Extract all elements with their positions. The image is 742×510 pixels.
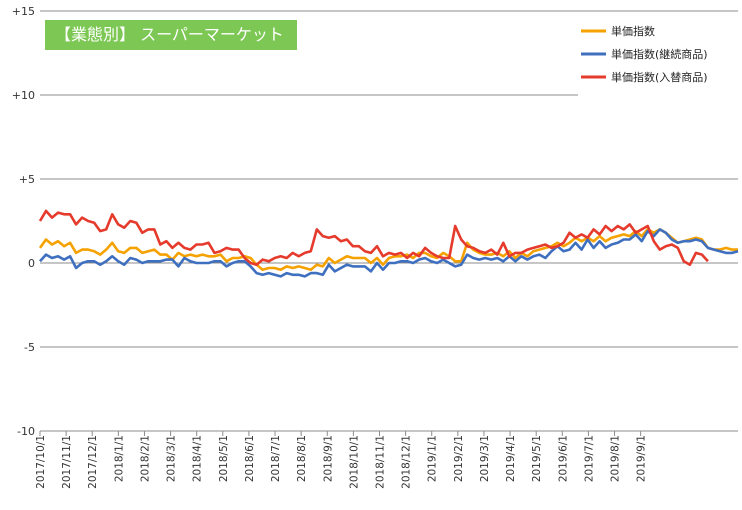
x-tick-label: 2019/1/1 [427, 435, 439, 482]
x-tick-label: 2018/7/1 [270, 435, 282, 482]
x-tick-label: 2018/4/1 [192, 435, 204, 482]
x-tick-label: 2019/2/1 [453, 435, 465, 482]
x-tick-label: 2018/1/1 [113, 435, 125, 482]
x-tick-label: 2019/8/1 [610, 435, 622, 482]
x-tick-label: 2017/11/1 [61, 435, 73, 489]
x-tick-label: 2018/8/1 [296, 435, 308, 482]
x-tick-label: 2019/6/1 [557, 435, 569, 482]
x-tick-label: 2018/11/1 [374, 435, 386, 489]
legend-label: 単価指数(継続商品) [611, 47, 708, 61]
x-tick-label: 2018/9/1 [322, 435, 334, 482]
x-tick-label: 2018/12/1 [401, 435, 413, 489]
y-tick-label: +5 [19, 173, 35, 186]
series-line-0 [38, 228, 738, 272]
legend-label: 単価指数 [611, 24, 655, 38]
y-tick-label: +10 [12, 89, 35, 102]
y-tick-label: -10 [17, 425, 35, 438]
y-tick-label: -5 [24, 341, 35, 354]
chart-title: 【業態別】 スーパーマーケット [45, 20, 297, 50]
legend-label: 単価指数(入替商品) [611, 70, 708, 84]
x-tick-label: 2019/3/1 [479, 435, 491, 482]
x-tick-label: 2018/3/1 [166, 435, 178, 482]
x-tick-label: 2018/6/1 [244, 435, 256, 482]
x-tick-label: 2019/9/1 [636, 435, 648, 482]
y-tick-label: +15 [12, 5, 35, 18]
x-tick-label: 2019/4/1 [505, 435, 517, 482]
x-tick-label: 2018/5/1 [218, 435, 230, 482]
x-tick-label: 2018/10/1 [348, 435, 360, 489]
series-line-2 [38, 209, 709, 267]
x-tick-label: 2019/7/1 [583, 435, 595, 482]
x-tick-label: 2017/10/1 [35, 435, 47, 489]
x-tick-label: 2017/12/1 [87, 435, 99, 489]
y-tick-label: 0 [28, 257, 35, 270]
series-line-1 [39, 228, 739, 278]
x-tick-label: 2018/2/1 [139, 435, 151, 482]
x-tick-label: 2019/5/1 [531, 435, 543, 482]
